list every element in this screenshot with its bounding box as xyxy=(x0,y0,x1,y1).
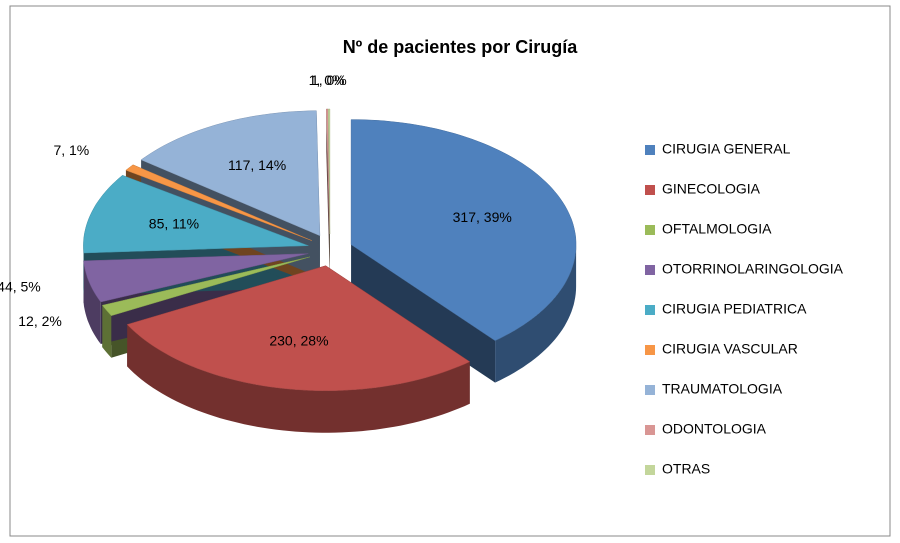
slice-side xyxy=(351,244,496,383)
slice-wall xyxy=(83,260,101,344)
legend-swatch xyxy=(645,305,655,315)
slice xyxy=(350,119,577,341)
legend-swatch xyxy=(645,265,655,275)
data-label: 1, 0% xyxy=(309,72,345,88)
legend: CIRUGIA GENERAL GINECOLOGIA OFTALMOLOGIA OT… xyxy=(645,141,844,477)
legend-swatch xyxy=(645,385,655,395)
legend-label: OTRAS xyxy=(662,461,710,477)
slice-wall xyxy=(102,305,112,358)
legend-label: CIRUGIA PEDIATRICA xyxy=(662,301,807,317)
slice xyxy=(327,108,331,235)
data-label: 117, 14% xyxy=(228,157,286,173)
slice xyxy=(83,253,309,303)
data-label: 44, 5% xyxy=(0,279,41,295)
legend-label: ODONTOLOGIA xyxy=(662,421,767,437)
legend-label: OFTALMOLOGIA xyxy=(662,221,772,237)
legend-swatch xyxy=(645,145,655,155)
legend-label: OTORRINOLARINGOLOGIA xyxy=(662,261,844,277)
legend-swatch xyxy=(645,465,655,475)
pie: 317, 39% 230, 28% 12, 2% 44, 5% 85, 11% 7, 1%… xyxy=(0,72,577,433)
data-label: 85, 11% xyxy=(149,216,199,232)
legend-label: GINECOLOGIA xyxy=(662,181,761,197)
legend-swatch xyxy=(645,225,655,235)
slice xyxy=(140,110,321,237)
data-label: 230, 28% xyxy=(269,332,328,348)
data-label: 1, 0% xyxy=(311,72,347,88)
data-label: 317, 39% xyxy=(453,209,512,225)
data-label: 7, 1% xyxy=(53,142,89,158)
legend-label: CIRUGIA GENERAL xyxy=(662,141,791,157)
slice xyxy=(126,265,471,391)
legend-swatch xyxy=(645,425,655,435)
legend-label: CIRUGIA VASCULAR xyxy=(662,341,798,357)
slice-wall xyxy=(495,244,577,383)
slice-wall xyxy=(127,324,470,433)
legend-label: TRAUMATOLOGIA xyxy=(662,381,783,397)
chart-title: Nº de pacientes por Cirugía xyxy=(343,37,579,57)
slice xyxy=(101,256,310,316)
slice xyxy=(125,164,312,241)
slice-side xyxy=(326,109,330,277)
legend-swatch xyxy=(645,185,655,195)
legend-swatch xyxy=(645,345,655,355)
slice xyxy=(83,175,309,254)
data-label: 12, 2% xyxy=(18,313,62,329)
